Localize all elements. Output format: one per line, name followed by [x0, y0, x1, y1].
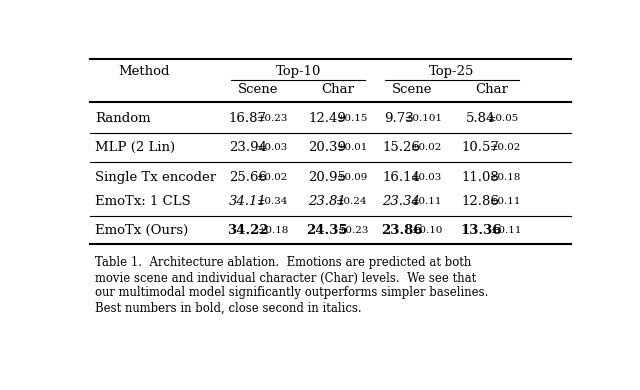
- Text: Scene: Scene: [392, 83, 433, 96]
- Text: 5.84: 5.84: [466, 112, 495, 126]
- Text: 13.36: 13.36: [460, 224, 502, 237]
- Text: Table 1.  Architecture ablation.  Emotions are predicted at both
movie scene and: Table 1. Architecture ablation. Emotions…: [95, 257, 488, 314]
- Text: ±0.11: ±0.11: [490, 197, 522, 206]
- Text: 34.11: 34.11: [228, 195, 266, 208]
- Text: ±0.34: ±0.34: [257, 197, 289, 206]
- Text: 11.08: 11.08: [462, 170, 500, 184]
- Text: ±0.05: ±0.05: [488, 114, 518, 123]
- Text: ±0.23: ±0.23: [338, 226, 369, 235]
- Text: 15.26: 15.26: [383, 142, 420, 154]
- Text: 23.34: 23.34: [383, 195, 420, 208]
- Text: 12.49: 12.49: [308, 112, 346, 126]
- Text: 16.14: 16.14: [383, 170, 420, 184]
- Text: Random: Random: [95, 112, 150, 126]
- Text: 20.95: 20.95: [308, 170, 346, 184]
- Text: ±0.18: ±0.18: [259, 226, 290, 235]
- Text: 12.86: 12.86: [462, 195, 500, 208]
- Text: ±0.18: ±0.18: [490, 172, 522, 181]
- Text: 16.87: 16.87: [228, 112, 267, 126]
- Text: Method: Method: [119, 65, 170, 78]
- Text: 23.94: 23.94: [228, 142, 267, 154]
- Text: 34.22: 34.22: [227, 224, 268, 237]
- Text: ±0.02: ±0.02: [411, 144, 442, 152]
- Text: Scene: Scene: [238, 83, 279, 96]
- Text: ±0.24: ±0.24: [337, 197, 368, 206]
- Text: 9.73: 9.73: [385, 112, 414, 126]
- Text: Top-25: Top-25: [429, 65, 475, 78]
- Text: ±0.03: ±0.03: [411, 172, 442, 181]
- Text: ±0.09: ±0.09: [337, 172, 368, 181]
- Text: 10.57: 10.57: [462, 142, 500, 154]
- Text: 23.81: 23.81: [308, 195, 346, 208]
- Text: MLP (2 Lin): MLP (2 Lin): [95, 142, 175, 154]
- Text: 25.66: 25.66: [228, 170, 267, 184]
- Text: Char: Char: [475, 83, 508, 96]
- Text: ±0.10: ±0.10: [412, 226, 444, 235]
- Text: ±0.01: ±0.01: [337, 144, 368, 152]
- Text: EmoTx (Ours): EmoTx (Ours): [95, 224, 188, 237]
- Text: Single Tx encoder: Single Tx encoder: [95, 170, 216, 184]
- Text: ±0.101: ±0.101: [404, 114, 443, 123]
- Text: EmoTx: 1 CLS: EmoTx: 1 CLS: [95, 195, 191, 208]
- Text: ±0.11: ±0.11: [492, 226, 523, 235]
- Text: ±0.02: ±0.02: [257, 172, 289, 181]
- Text: ±0.03: ±0.03: [257, 144, 289, 152]
- Text: ±0.02: ±0.02: [490, 144, 522, 152]
- Text: 20.39: 20.39: [308, 142, 346, 154]
- Text: ±0.11: ±0.11: [411, 197, 442, 206]
- Text: 24.35: 24.35: [306, 224, 348, 237]
- Text: Char: Char: [321, 83, 355, 96]
- Text: ±0.23: ±0.23: [257, 114, 289, 123]
- Text: Top-10: Top-10: [276, 65, 321, 78]
- Text: ±0.15: ±0.15: [337, 114, 368, 123]
- Text: 23.86: 23.86: [381, 224, 422, 237]
